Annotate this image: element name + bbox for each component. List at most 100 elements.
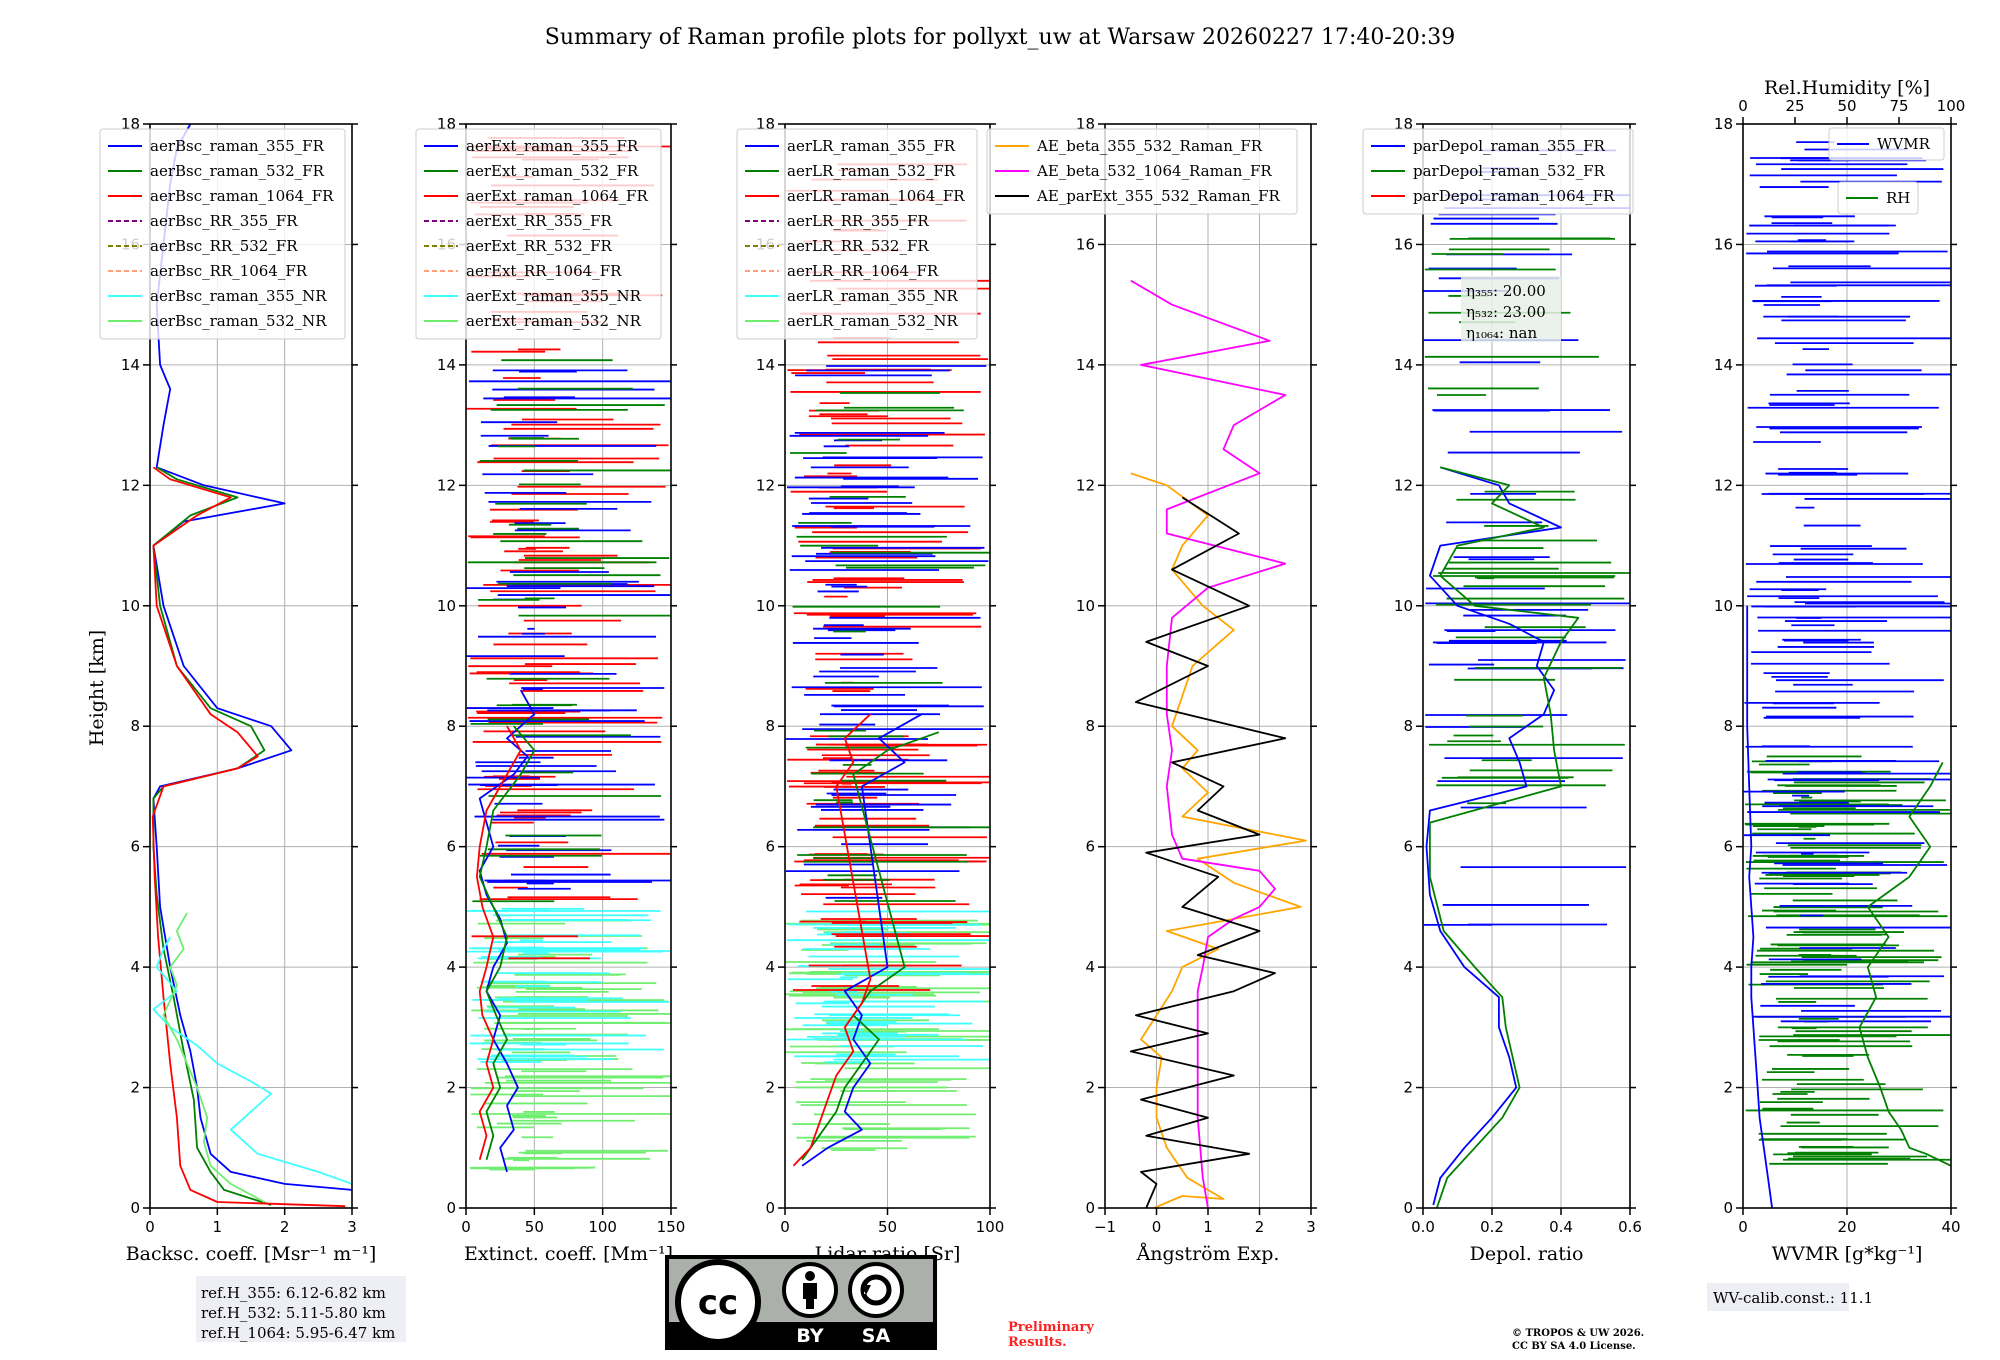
legend-label: AE_parExt_355_532_Raman_FR [1036, 187, 1281, 205]
series-ae-magenta [1130, 279, 1287, 1208]
legend-label: aerExt_raman_355_FR [466, 137, 639, 155]
panels-group: 0246810121416180123Backsc. coeff. [Msr⁻¹… [99, 77, 1965, 1265]
legend-label: aerBsc_RR_532_FR [150, 237, 298, 255]
series-ext-red [475, 725, 522, 1161]
series-lr-green [801, 731, 940, 1161]
ref-height-1064: ref.H_1064: 5.95-6.47 km [201, 1324, 395, 1342]
series-bsc-cyan [152, 936, 352, 1185]
legend-label: aerLR_RR_1064_FR [787, 262, 939, 280]
x-tick-label: 0 [1738, 1218, 1748, 1236]
legend-label: aerLR_raman_532_NR [787, 312, 958, 330]
eta-box [1461, 276, 1561, 342]
y-tick-label: 16 [1076, 235, 1095, 253]
x-tick-label: 3 [347, 1218, 357, 1236]
series-bsc-lightgreen [162, 912, 265, 1203]
wv-calib-box: WV-calib.const.: 11.1 [1707, 1283, 1873, 1311]
y-tick-label: 4 [765, 958, 775, 976]
eta-label: η₅₃₂: 23.00 [1466, 303, 1546, 321]
preliminary-line-1: Preliminary [1008, 1320, 1094, 1335]
x-tick-label: 1 [213, 1218, 223, 1236]
y-tick-label: 10 [437, 597, 456, 615]
x-axis-label-wv: WVMR [g*kg⁻¹] [1772, 1243, 1923, 1265]
legend-label: aerExt_RR_1064_FR [466, 262, 622, 280]
y-tick-label: 14 [121, 356, 140, 374]
y-tick-label: 8 [1085, 717, 1095, 735]
y-tick-label: 0 [446, 1199, 456, 1217]
x-tick-label: 0.2 [1480, 1218, 1504, 1236]
x-tick-label: 0.6 [1618, 1218, 1642, 1236]
legend-label: aerExt_raman_532_NR [466, 312, 642, 330]
plot-area-wv [1743, 141, 1951, 1208]
y-tick-label: 14 [1394, 356, 1413, 374]
y-tick-label: 14 [1714, 356, 1733, 374]
legend-label: aerLR_raman_355_NR [787, 287, 958, 305]
legend-label: aerBsc_RR_355_FR [150, 212, 298, 230]
series-depol-green [1429, 466, 1580, 1208]
plot-area-ae [1129, 279, 1307, 1208]
legend-box [415, 128, 662, 340]
y-tick-label: 4 [446, 958, 456, 976]
y-tick-label: 4 [1723, 958, 1733, 976]
legend-label: RH [1886, 189, 1910, 207]
cc-license-badge: cc BY SA [665, 1255, 937, 1350]
x-tick-label: −1 [1094, 1218, 1116, 1236]
x-tick-label: 2 [280, 1218, 290, 1236]
y-tick-label: 2 [765, 1079, 775, 1097]
series-depol-blue [1425, 466, 1562, 1206]
license-sa-label: SA [862, 1325, 891, 1347]
legend-label: aerExt_RR_355_FR [466, 212, 613, 230]
legend-label: aerExt_raman_532_FR [466, 162, 639, 180]
y-tick-label: 10 [1714, 597, 1733, 615]
y-tick-label: 10 [1076, 597, 1095, 615]
y-tick-label: 2 [130, 1079, 140, 1097]
cc-logo-icon [675, 1259, 761, 1345]
y-tick-label: 6 [765, 838, 775, 856]
legend-label: aerBsc_raman_532_FR [150, 162, 325, 180]
panel-bsc: 0246810121416180123Backsc. coeff. [Msr⁻¹… [99, 115, 377, 1265]
axes-frame [465, 123, 672, 1209]
x-axis-label-bsc: Backsc. coeff. [Msr⁻¹ m⁻¹] [126, 1243, 377, 1265]
series-lr-red [792, 713, 872, 1167]
y-tick-label: 14 [1076, 356, 1095, 374]
y-tick-label: 16 [1394, 235, 1413, 253]
top-tick-label: 25 [1785, 97, 1804, 115]
y-tick-label: 4 [130, 958, 140, 976]
y-tick-label: 6 [1403, 838, 1413, 856]
y-tick-label: 12 [756, 476, 775, 494]
y-tick-label: 2 [446, 1079, 456, 1097]
ref-height-355: ref.H_355: 6.12-6.82 km [201, 1284, 386, 1302]
y-tick-label: 14 [756, 356, 775, 374]
legend-box [1828, 127, 1945, 161]
legend-label: aerLR_RR_532_FR [787, 237, 929, 255]
series-ae-black [1129, 496, 1287, 1208]
panel-lr: 024681012141618050100Lidar ratio [Sr]aer… [736, 115, 1004, 1265]
copyright-line-1: © TROPOS & UW 2026. [1512, 1328, 1644, 1339]
legend-label: aerBsc_raman_355_NR [150, 287, 327, 305]
legend-label: aerLR_raman_532_FR [787, 162, 956, 180]
y-tick-label: 12 [1076, 476, 1095, 494]
y-tick-label: 0 [765, 1199, 775, 1217]
top-tick-label: 75 [1889, 97, 1908, 115]
legend-box [1362, 128, 1634, 215]
series-bsc-blue [152, 124, 352, 1191]
x-tick-label: 0.0 [1411, 1218, 1435, 1236]
x-tick-label: 0 [1152, 1218, 1162, 1236]
ref-heights-box: ref.H_355: 6.12-6.82 km ref.H_532: 5.11-… [196, 1276, 406, 1342]
y-tick-label: 18 [1714, 115, 1733, 133]
y-tick-label: 6 [1085, 838, 1095, 856]
copyright-line-2: CC BY SA 4.0 License. [1512, 1341, 1636, 1352]
x-tick-label: 2 [1255, 1218, 1265, 1236]
y-tick-label: 10 [121, 597, 140, 615]
y-tick-label: 0 [1403, 1199, 1413, 1217]
legend-label: WVMR [1877, 135, 1931, 153]
x-tick-label: 150 [657, 1218, 686, 1236]
x-tick-label: 1 [1203, 1218, 1213, 1236]
legend-label: AE_beta_532_1064_Raman_FR [1036, 162, 1272, 180]
y-tick-label: 14 [437, 356, 456, 374]
legend-label: parDepol_raman_532_FR [1413, 162, 1606, 180]
legend-box [99, 128, 346, 340]
y-tick-label: 12 [121, 476, 140, 494]
